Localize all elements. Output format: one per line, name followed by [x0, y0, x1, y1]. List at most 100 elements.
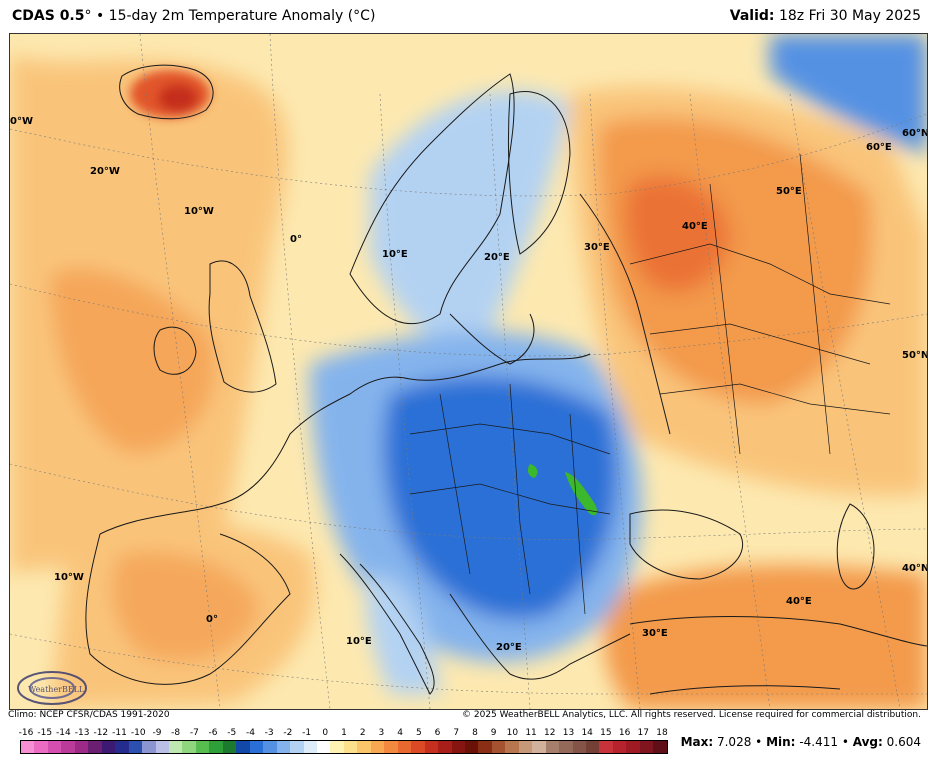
scale-tick-label: 18 [656, 728, 668, 738]
italy-cool-field [366, 574, 440, 694]
map-header: CDAS 0.5° • 15-day 2m Temperature Anomal… [0, 0, 935, 32]
lon-label: 50°E [776, 186, 802, 197]
scale-tick-label: 10 [506, 728, 519, 738]
scale-tick-label: -6 [208, 728, 218, 738]
graticule-line [10, 113, 927, 197]
scale-bar [20, 740, 668, 754]
turkey-south-coast [649, 685, 841, 695]
stats-bullet: • [755, 735, 763, 749]
min-value: -4.411 [799, 735, 838, 749]
scale-tick-label: -15 [37, 728, 53, 738]
scale-swatch [438, 741, 452, 753]
copyright-note: © 2025 WeatherBELL Analytics, LLC. All r… [462, 710, 921, 720]
graticule-line [589, 93, 641, 709]
scale-tick-label: 13 [562, 728, 575, 738]
scale-tick-label: -7 [189, 728, 199, 738]
scale-swatch [47, 741, 62, 753]
scale-tick-label: 8 [472, 728, 478, 738]
weatherbell-logo: WeatherBELL [17, 671, 87, 705]
lon-label: 0° [290, 234, 302, 245]
scale-tick-label: -16 [18, 728, 34, 738]
scale-swatch [559, 741, 573, 753]
lon-label: 10°E [382, 249, 408, 260]
scale-swatch [612, 741, 627, 753]
balkans-coast [449, 593, 631, 680]
finland-coast [507, 91, 571, 255]
black-sea-coast [629, 509, 744, 580]
lon-label: 20°W [90, 166, 120, 177]
field-stats: Max: 7.028 • Min: -4.411 • Avg: 0.604 [681, 735, 921, 749]
italy-coast [339, 553, 435, 695]
scale-tick-label: 5 [415, 728, 422, 738]
lon-label: 10°E [346, 636, 372, 647]
scale-ticks: -16 -15 -14 -13 -12 -11 -10 -9 -8 -7 -6 -5 -4 -3 -2 -1 0… [18, 728, 668, 740]
scale-swatch [209, 741, 223, 753]
anomaly-map-canvas: 0°W 20°W 10°W 0° 10°E 20°E 30°E 40°E 50°… [10, 34, 927, 709]
anomaly-hotspots [130, 70, 210, 118]
scale-swatch [195, 741, 210, 753]
scale-swatch [464, 741, 479, 753]
scale-tick-label: 0 [322, 728, 329, 738]
graticule [10, 34, 927, 709]
product-name: 15-day 2m Temperature Anomaly (°C) [108, 8, 376, 24]
oblast-border [799, 153, 831, 455]
scandinavia-cool-field [370, 90, 570, 354]
scale-swatch [586, 741, 600, 753]
russia-border [579, 193, 671, 435]
iberia-coast [85, 533, 291, 685]
scale-tick-label: -2 [283, 728, 293, 738]
scale-swatch [639, 741, 654, 753]
max-value: 7.028 [716, 735, 752, 749]
scale-tick-label: 12 [544, 728, 556, 738]
lon-label: 10°W [54, 572, 84, 583]
lon-label: 20°E [484, 252, 510, 263]
scale-tick-label: 11 [525, 728, 537, 738]
min-label: Min: [766, 735, 796, 749]
scale-swatch [424, 741, 439, 753]
anomaly-map: 0°W 20°W 10°W 0° 10°E 20°E 30°E 40°E 50°… [9, 33, 928, 710]
scale-tick-label: -9 [152, 728, 162, 738]
scale-swatch [168, 741, 183, 753]
scale-tick-label: 7 [453, 728, 460, 738]
scale-swatch [491, 741, 506, 753]
valid-time-value: 18z Fri 30 May 2025 [778, 8, 921, 24]
scale-swatch [61, 741, 75, 753]
scale-swatch [545, 741, 560, 753]
color-scale: -16 -15 -14 -13 -12 -11 -10 -9 -8 -7 -6 -5 -4 -3 -2 -1 0… [18, 728, 668, 754]
climo-note: Climo: NCEP CFSR/CDAS 1991-2020 [8, 710, 170, 720]
avg-value: 0.604 [886, 735, 921, 749]
lon-label: 20°E [496, 642, 522, 653]
coastlines [85, 64, 927, 695]
scale-swatch [316, 741, 331, 753]
lon-label: 40°E [786, 596, 812, 607]
max-label: Max: [680, 735, 714, 749]
scale-swatch [330, 741, 344, 753]
scale-swatch [182, 741, 196, 753]
oblast-border [709, 183, 741, 455]
scale-tick-label: -14 [56, 728, 71, 738]
scale-tick-label: -13 [74, 728, 90, 738]
scale-swatch [128, 741, 143, 753]
scale-tick-label: 15 [600, 728, 612, 738]
lon-label: 30°E [642, 628, 668, 639]
lat-label: 40°N [902, 563, 927, 574]
scale-swatch [74, 741, 89, 753]
scale-tick-label: -8 [171, 728, 181, 738]
baltic-coast [449, 313, 535, 365]
scale-swatch [451, 741, 465, 753]
britain-coast [208, 260, 277, 393]
scale-tick-label: -11 [112, 728, 127, 738]
graticule-line [10, 633, 927, 695]
title-separator: • [95, 8, 105, 24]
stats-bullet: • [841, 735, 849, 749]
scale-swatch [142, 741, 156, 753]
scale-tick-label: -4 [245, 728, 255, 738]
logo-swirl-inner [29, 677, 75, 699]
scale-tick-label: 14 [581, 728, 593, 738]
country-border [409, 423, 611, 455]
country-border [439, 393, 471, 575]
graticule-line [789, 93, 901, 709]
scale-swatch [626, 741, 640, 753]
scandinavia-coast [349, 73, 515, 325]
graticule-line [689, 93, 771, 709]
